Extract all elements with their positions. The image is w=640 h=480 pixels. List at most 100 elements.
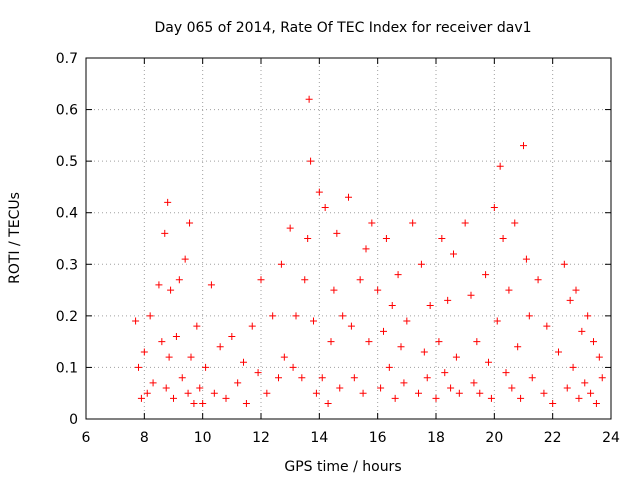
data-point [222,394,230,402]
data-point [575,394,583,402]
grid-lines [86,58,611,419]
data-point [186,219,194,227]
data-point [190,400,198,408]
data-point [520,142,527,150]
data-point [132,317,140,325]
data-point [175,276,183,284]
data-point [377,384,385,392]
data-point [502,369,510,377]
data-point [170,394,177,402]
x-tick-label: 24 [602,430,620,446]
data-point [487,394,495,402]
data-point [187,353,195,361]
data-point [347,322,355,330]
data-point [305,95,313,103]
y-tick-label: 0.1 [56,360,78,376]
data-point [315,188,323,196]
x-axis-label: GPS time / hours [284,459,401,475]
data-point [447,384,455,392]
data-point [277,260,285,268]
chart-title: Day 065 of 2014, Rate Of TEC Index for r… [154,20,531,36]
data-point [286,224,294,232]
data-point [385,363,393,371]
data-point [560,260,568,268]
y-axis-label: ROTI / TECUs [7,192,23,284]
data-point [301,276,309,284]
data-point [409,219,417,227]
data-point [549,400,557,408]
data-point [202,363,210,371]
x-tick-label: 20 [485,430,503,446]
data-point [388,302,396,310]
x-tick-label: 16 [369,430,387,446]
data-point [228,332,236,340]
axis-ticks [85,57,612,420]
data-point [403,317,411,325]
data-point [578,327,586,335]
data-point [394,271,402,279]
data-point [493,317,501,325]
data-point [199,400,207,408]
data-point [595,353,603,361]
data-point [467,291,475,299]
data-point [508,384,516,392]
x-tick-label: 8 [140,430,149,446]
data-point [289,363,297,371]
data-point [269,312,277,320]
data-point [485,358,492,366]
data-point [365,338,373,346]
data-point [146,312,154,320]
data-point [584,312,592,320]
data-point [336,384,344,392]
data-point [514,343,522,351]
y-tick-label: 0.6 [56,103,78,119]
data-point [164,198,172,206]
data-point [374,286,382,294]
data-point [310,317,317,325]
data-point [496,162,504,170]
data-point [304,235,312,242]
data-point [298,374,306,382]
data-point [420,348,428,356]
data-point [598,374,606,382]
data-point [525,312,533,320]
data-point [333,229,341,237]
data-point [257,276,265,284]
data-point [207,281,215,289]
data-point [435,338,443,346]
data-point [426,302,434,310]
data-point [380,327,387,335]
data-point [135,363,142,371]
data-point [158,338,166,346]
data-point [566,296,574,304]
data-point [362,245,370,253]
data-point [461,219,469,227]
data-point [240,358,247,366]
y-tick-label: 0.4 [56,206,78,222]
data-point [234,379,242,387]
data-point [321,204,329,212]
data-point [555,348,562,356]
x-tick-label: 18 [427,430,445,446]
data-point [452,353,460,361]
data-point [473,338,481,346]
data-point [327,338,335,346]
x-tick-label: 14 [310,430,328,446]
plot-frame [85,57,612,420]
data-point [155,281,163,289]
y-tick-label: 0.2 [56,309,78,325]
data-point [569,363,577,371]
data-point [587,389,595,397]
data-point [254,369,262,377]
data-point [517,394,525,402]
tick-labels: 6 8 10 12 14 16 18 20 22 24 0 0.1 0.2 0.3 0.4 0.5 0.6 0.7 [56,51,620,446]
data-point [505,286,513,294]
data-point [339,312,347,320]
data-point [140,348,148,356]
data-point [450,250,457,258]
y-tick-label: 0.3 [56,257,78,273]
data-point [143,389,151,397]
data-point [482,271,490,279]
data-point [184,389,192,397]
data-point [137,394,145,402]
